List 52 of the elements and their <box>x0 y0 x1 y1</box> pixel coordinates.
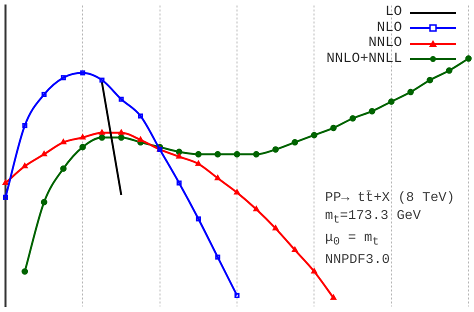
point <box>407 88 414 96</box>
point <box>22 123 28 128</box>
point <box>196 216 201 222</box>
point <box>215 254 220 260</box>
point <box>79 144 86 150</box>
annotation: NNPDF3.0 <box>325 252 391 270</box>
point <box>214 151 221 158</box>
point <box>99 129 105 135</box>
annotation: PP→ tt̄+X (8 TeV) <box>325 190 455 208</box>
point <box>60 75 66 80</box>
point <box>22 162 28 168</box>
legend-label: NLO <box>376 20 402 36</box>
point <box>368 108 376 114</box>
point <box>310 132 318 138</box>
legend-label: NNLO+NNLL <box>326 50 402 67</box>
annotation: μ$_{0}$ = m$_{t}$ <box>325 230 380 250</box>
point <box>388 98 395 105</box>
point <box>40 198 48 206</box>
point <box>118 96 124 102</box>
point <box>118 134 124 141</box>
point <box>311 268 318 274</box>
point <box>234 189 240 195</box>
point <box>446 67 452 74</box>
point <box>42 92 47 97</box>
point <box>292 246 298 252</box>
point <box>465 55 472 62</box>
point <box>80 134 86 140</box>
point <box>195 151 202 158</box>
point <box>234 151 240 158</box>
point <box>98 134 106 141</box>
point <box>272 146 279 153</box>
point <box>80 70 86 76</box>
point <box>2 194 8 200</box>
annotation: m$_{t}$=173.3 GeV <box>325 208 422 228</box>
point <box>292 139 298 146</box>
point <box>60 165 67 172</box>
point <box>176 180 182 186</box>
point <box>234 292 240 298</box>
point <box>426 76 434 84</box>
legend-label: LO <box>385 4 402 20</box>
point <box>350 115 356 122</box>
point <box>22 268 28 275</box>
point <box>138 113 144 118</box>
point <box>176 148 182 156</box>
point <box>330 124 337 132</box>
point <box>176 153 182 159</box>
point <box>2 180 8 185</box>
point <box>118 129 124 135</box>
point <box>253 151 260 158</box>
point <box>99 78 104 83</box>
legend-label: NNLO <box>368 35 402 52</box>
point <box>214 174 221 180</box>
